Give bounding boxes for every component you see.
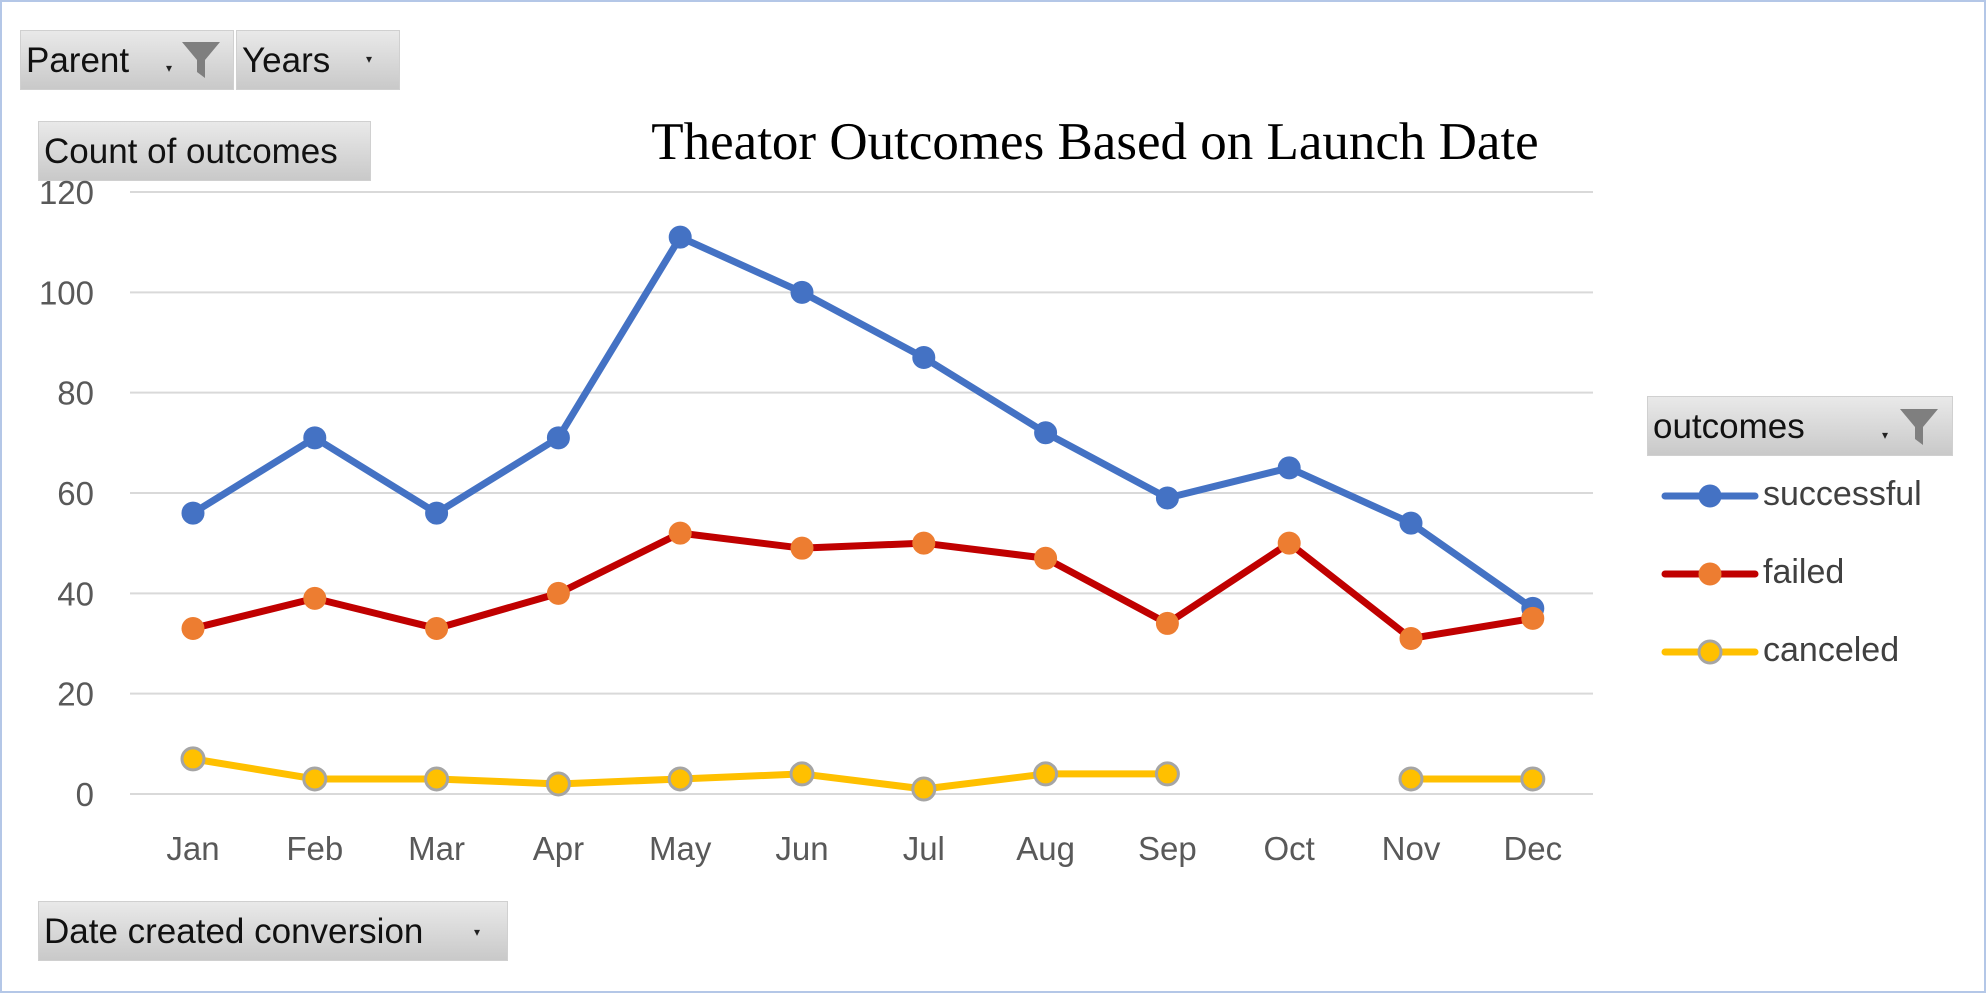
funnel-icon[interactable]	[180, 38, 222, 80]
data-point-successful	[1155, 486, 1179, 510]
axis-field-button[interactable]: Date created conversion	[38, 901, 508, 961]
data-point-successful	[303, 426, 327, 450]
data-point-successful	[1034, 421, 1058, 445]
y-tick-label: 20	[57, 676, 94, 713]
dropdown-arrow-icon[interactable]: ▾	[166, 61, 173, 75]
legend-marker-failed	[1698, 562, 1722, 586]
years-field-button[interactable]: Years	[236, 30, 400, 90]
x-tick-label: Mar	[408, 830, 465, 867]
values-field-button[interactable]: Count of outcomes	[38, 121, 371, 181]
axis-field-label: Date created conversion	[44, 912, 424, 951]
y-tick-label: 40	[57, 575, 94, 612]
data-point-failed	[912, 531, 936, 555]
data-point-failed	[1521, 606, 1545, 630]
x-tick-label: Nov	[1382, 830, 1441, 867]
x-tick-label: Feb	[286, 830, 343, 867]
years-field-label: Years	[242, 41, 331, 80]
chart-title: Theator Outcomes Based on Launch Date	[651, 113, 1539, 171]
data-point-successful	[912, 346, 936, 370]
data-point-failed	[668, 521, 692, 545]
data-point-failed	[303, 586, 327, 610]
parent-field-button[interactable]: Parent	[20, 30, 234, 90]
y-tick-label: 100	[39, 274, 94, 311]
data-point-failed	[1034, 546, 1058, 570]
data-point-successful	[546, 426, 570, 450]
data-point-successful	[668, 225, 692, 249]
data-point-canceled	[1398, 766, 1424, 792]
data-point-canceled	[667, 766, 693, 792]
x-tick-label: Aug	[1016, 830, 1075, 867]
series-line-failed	[189, 529, 1537, 642]
dropdown-arrow-icon[interactable]: ▾	[366, 52, 373, 66]
x-tick-label: Apr	[533, 830, 584, 867]
x-tick-label: Jun	[775, 830, 828, 867]
data-point-failed	[1277, 531, 1301, 555]
legend-label-successful: successful	[1763, 475, 1922, 513]
data-point-failed	[1155, 611, 1179, 635]
series-line-successful	[189, 233, 1537, 612]
data-point-failed	[790, 536, 814, 560]
legend-label-failed: failed	[1763, 553, 1845, 591]
x-tick-label: Jan	[166, 830, 219, 867]
x-tick-label: May	[649, 830, 712, 867]
data-point-failed	[181, 616, 205, 640]
dropdown-arrow-icon[interactable]: ▾	[474, 925, 481, 939]
data-point-failed	[1399, 626, 1423, 650]
y-tick-label: 120	[39, 174, 94, 211]
dropdown-arrow-icon[interactable]: ▾	[1882, 428, 1889, 442]
x-tick-label: Sep	[1138, 830, 1197, 867]
data-point-canceled	[545, 771, 571, 797]
data-point-canceled	[302, 766, 328, 792]
data-point-canceled	[180, 746, 206, 772]
x-tick-label: Oct	[1264, 830, 1315, 867]
x-tick-label: Jul	[903, 830, 945, 867]
funnel-icon[interactable]	[1898, 405, 1940, 447]
y-tick-label: 60	[57, 475, 94, 512]
data-point-successful	[181, 501, 205, 525]
data-point-successful	[1399, 511, 1423, 535]
data-point-canceled	[1520, 766, 1546, 792]
y-tick-label: 80	[57, 375, 94, 412]
data-point-canceled	[1033, 761, 1059, 787]
legend-marker-canceled	[1697, 639, 1723, 665]
data-point-failed	[425, 616, 449, 640]
data-point-failed	[546, 581, 570, 605]
values-field-label: Count of outcomes	[44, 132, 338, 171]
parent-field-label: Parent	[26, 41, 130, 80]
legend-marker-successful	[1698, 484, 1722, 508]
data-point-canceled	[789, 761, 815, 787]
legend-label-canceled: canceled	[1763, 631, 1900, 669]
data-point-canceled	[911, 776, 937, 802]
y-tick-label: 0	[76, 776, 94, 813]
legend-field-label: outcomes	[1653, 407, 1805, 446]
data-point-canceled	[424, 766, 450, 792]
legend-field-button[interactable]: outcomes	[1647, 396, 1953, 456]
data-point-successful	[425, 501, 449, 525]
data-point-canceled	[1154, 761, 1180, 787]
data-point-successful	[790, 280, 814, 304]
data-point-successful	[1277, 456, 1301, 480]
x-tick-label: Dec	[1503, 830, 1562, 867]
